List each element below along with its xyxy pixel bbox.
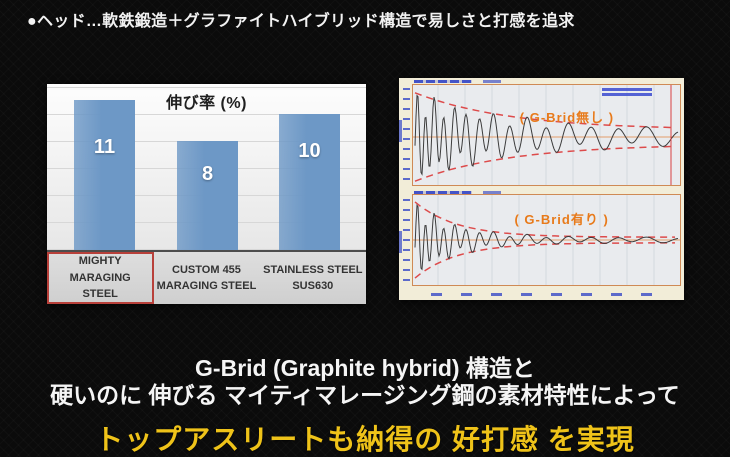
category-label-strip: MIGHTY MARAGING STEEL CUSTOM 455 MARAGIN… (47, 252, 366, 304)
waveform-no-gbrid (413, 85, 680, 185)
y-axis-tick-labels (403, 199, 410, 281)
bar-chart-title: 伸び率 (%) (166, 95, 247, 112)
bar-value-label: 8 (201, 163, 214, 185)
category-label-line: STEEL (82, 288, 118, 301)
bar-stainless-steel-sus630: 10 (279, 114, 340, 250)
bar-value-label: 11 (93, 136, 116, 158)
category-label-line: STAINLESS STEEL (263, 263, 363, 276)
y-axis-tick-labels (403, 88, 410, 180)
graph-header-text (483, 80, 501, 83)
category-label: STAINLESS STEEL SUS630 (260, 252, 366, 304)
graph-header-text (483, 191, 501, 194)
y-axis-label (399, 231, 402, 253)
category-label-line: SUS630 (292, 280, 334, 292)
graph-label-no-gbrid: ( G-Brid無し ) (519, 110, 615, 125)
x-axis-tick-labels (431, 293, 671, 296)
waveform-with-gbrid (413, 195, 680, 285)
caption-highlight: トップアスリートも納得の 好打感 を実現 (95, 424, 635, 456)
vibration-graph-without-gbrid: ( G-Brid無し ) (399, 78, 684, 189)
bar-mighty-maraging-steel: 11 (74, 100, 135, 250)
vibration-comparison-graphs: ( G-Brid無し ) ( G-Brid有り ) (399, 78, 684, 300)
caption-line-1: G-Brid (Graphite hybrid) 構造と (195, 355, 535, 381)
caption-line-2: 硬いのに 伸びる マイティマレージング鋼の素材特性によって (50, 382, 680, 409)
headline: ●ヘッド…軟鉄鍛造＋グラファイトハイブリッド構造で易しさと打感を追求 (27, 13, 575, 30)
elongation-bar-chart: 伸び率 (%) 11 8 10 MIGHTY MARAGING STEEL CU… (47, 84, 366, 304)
caption-block: G-Brid (Graphite hybrid) 構造と 硬いのに 伸びる マイ… (0, 355, 730, 457)
category-label: MIGHTY MARAGING STEEL (47, 252, 153, 304)
category-label: CUSTOM 455 MARAGING STEEL (153, 252, 259, 304)
category-label-line: MARAGING STEEL (156, 280, 257, 292)
y-axis-label (399, 120, 402, 142)
bar-chart-plot-area: 伸び率 (%) 11 8 10 (47, 84, 366, 250)
x-axis-line (47, 250, 366, 252)
graph-header-text (414, 80, 472, 83)
graph-label-with-gbrid: ( G-Brid有り ) (514, 212, 609, 228)
cursor-readout-text (602, 88, 652, 96)
graph-header-text (414, 191, 472, 194)
category-label-line: MIGHTY MARAGING (69, 255, 131, 284)
category-label-line: CUSTOM 455 (172, 263, 241, 276)
waveform-plot: ( G-Brid有り ) (412, 194, 681, 286)
bar-value-label: 10 (298, 140, 321, 162)
waveform-plot: ( G-Brid無し ) (412, 84, 681, 186)
vibration-graph-with-gbrid: ( G-Brid有り ) (399, 189, 684, 300)
bar-custom-455-maraging-steel: 8 (177, 141, 238, 250)
